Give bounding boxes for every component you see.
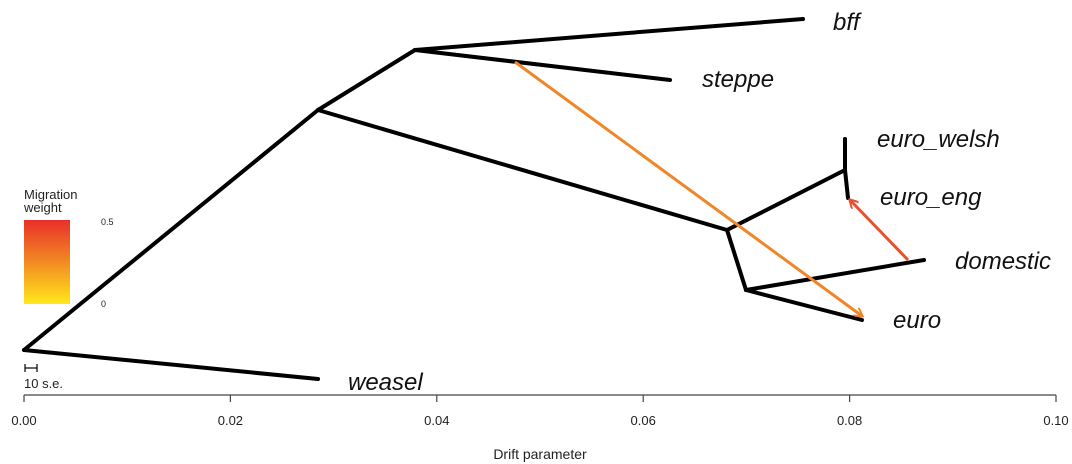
scale-bar-label: 10 s.e. [24, 376, 63, 391]
tree-branches [22, 17, 926, 381]
x-tick-label: 0.02 [218, 413, 243, 428]
branch-steppe [413, 48, 672, 82]
branch-euro-eng [843, 168, 850, 200]
leaf-label-euro-eng: euro_eng [880, 184, 982, 211]
x-tick-label: 0.10 [1043, 413, 1068, 428]
x-tick-label: 0.04 [424, 413, 449, 428]
branch-bff [413, 17, 805, 52]
branch-euro-clade-welsh-eng [725, 168, 847, 232]
leaf-label-euro: euro [893, 307, 941, 334]
branch-root-internal [22, 108, 320, 352]
x-tick-label: 0.08 [837, 413, 862, 428]
x-tick-label: 0.00 [11, 413, 36, 428]
legend-min-label: 0 [101, 299, 106, 309]
scale-bar [24, 364, 38, 372]
branch-euro [744, 288, 864, 322]
leaf-label-euro-welsh: euro_welsh [877, 126, 1000, 153]
x-tick-label: 0.06 [631, 413, 656, 428]
legend-title-line1: Migration [24, 187, 77, 202]
migration-edge-steppe-to-euro [514, 60, 862, 316]
branch-internal-euro-clade [316, 108, 729, 232]
leaf-label-weasel: weasel [348, 369, 423, 396]
legend-color-bar [24, 220, 70, 304]
branch-euro-clade-domestic-euro [725, 228, 748, 292]
branch-root-weasel [22, 348, 320, 381]
leaf-label-domestic: domestic [955, 248, 1051, 275]
legend-title-line2: weight [23, 200, 62, 215]
leaf-label-steppe: steppe [702, 66, 774, 93]
branch-domestic [744, 258, 926, 292]
x-axis-title: Drift parameter [493, 446, 587, 462]
migration-edge-domestic-to-euro-eng [850, 200, 910, 262]
x-axis: 0.00 0.02 0.04 0.06 0.08 0.10 Drift para… [11, 394, 1069, 462]
legend-max-label: 0.5 [101, 217, 114, 227]
branch-internal-bff-steppe [316, 48, 417, 112]
migration-legend: Migration weight 0.5 0 [23, 187, 114, 309]
leaf-label-bff: bff [833, 9, 862, 36]
